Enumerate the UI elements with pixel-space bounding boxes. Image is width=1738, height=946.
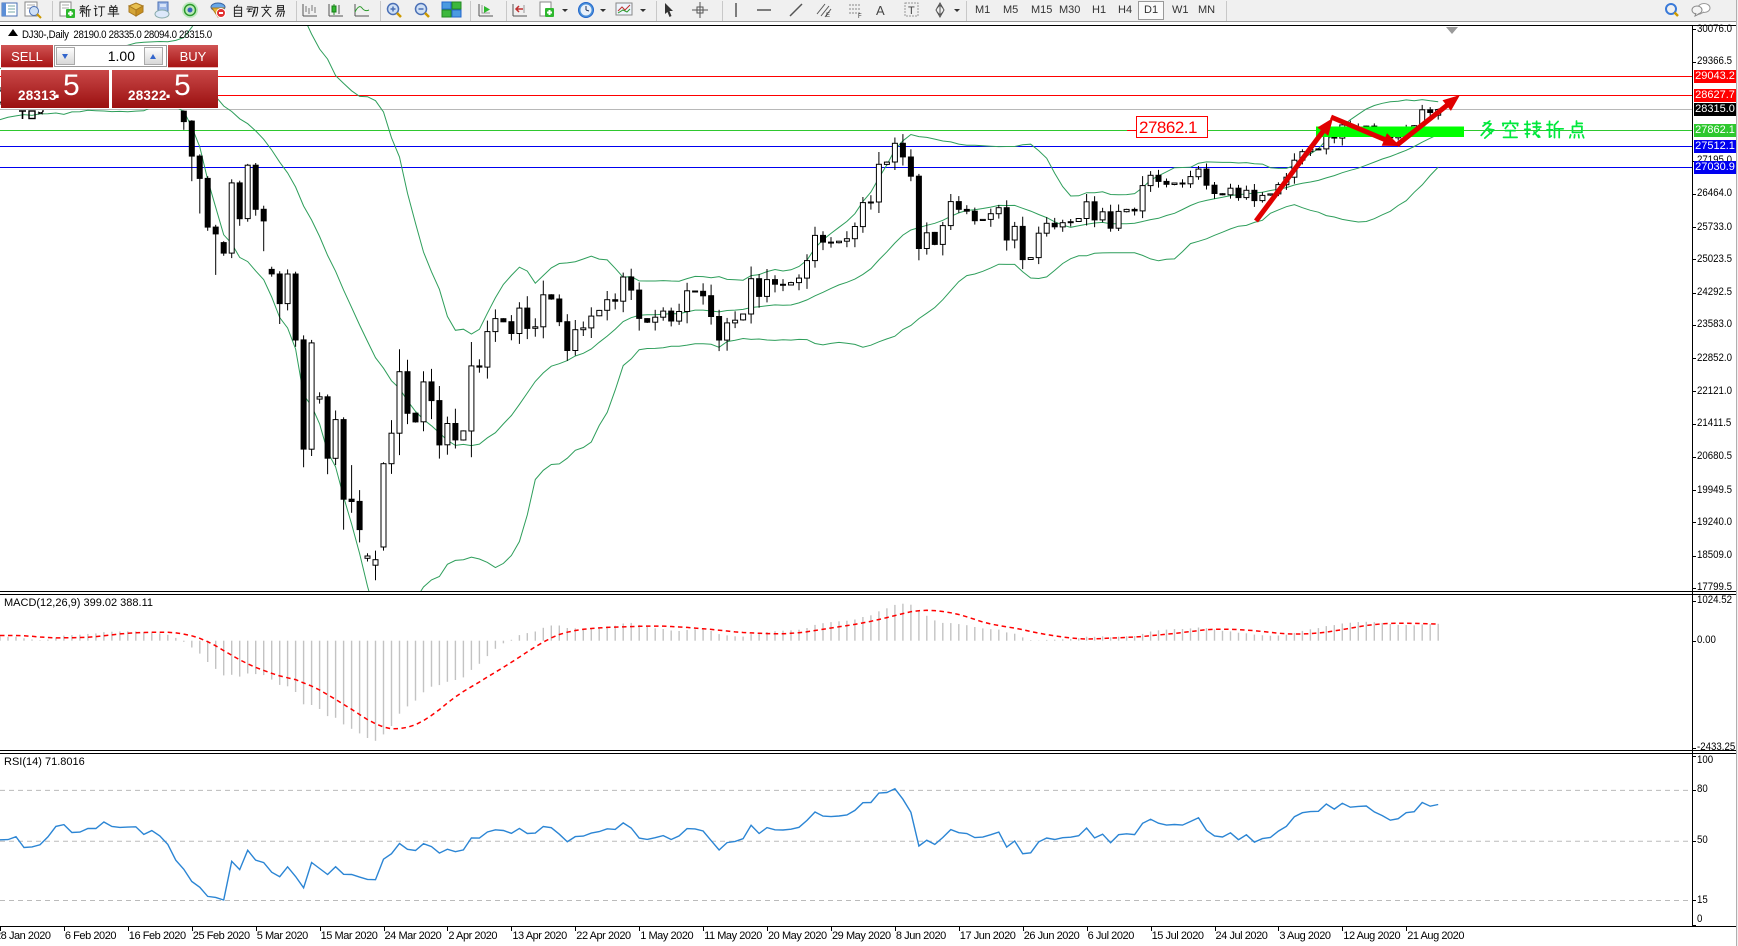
svg-text:E: E: [826, 13, 830, 19]
svg-text:F: F: [858, 14, 862, 20]
svg-text:A: A: [876, 3, 885, 18]
svg-text:T: T: [908, 5, 915, 17]
